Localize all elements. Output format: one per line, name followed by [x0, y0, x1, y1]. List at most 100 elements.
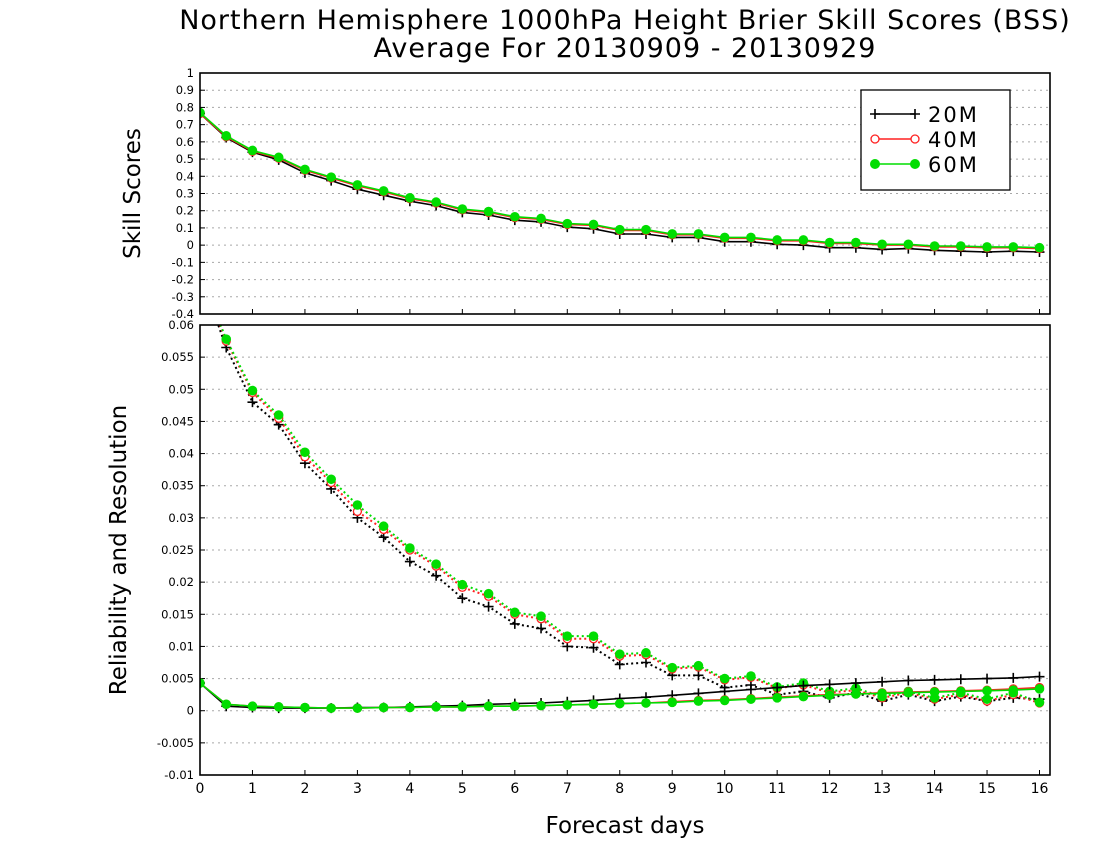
data-point	[746, 694, 756, 704]
data-point	[509, 618, 520, 629]
data-point	[483, 588, 494, 599]
y-tick-label: 0.005	[161, 672, 194, 686]
data-point	[326, 474, 336, 485]
data-point	[956, 686, 966, 697]
y-tick-label: 0.045	[161, 414, 194, 428]
data-point	[1008, 672, 1019, 683]
data-point	[378, 521, 389, 532]
data-point	[300, 164, 310, 175]
legend-box	[860, 89, 1011, 191]
y-tick-label: 0.3	[176, 187, 194, 201]
data-point	[667, 662, 678, 673]
data-point	[200, 678, 205, 688]
legend-label: 40M	[928, 128, 979, 152]
data-point	[719, 695, 730, 706]
data-point	[378, 186, 389, 196]
data-point	[745, 684, 756, 695]
legend-marker	[910, 159, 920, 169]
data-point	[562, 631, 573, 641]
data-point	[326, 703, 336, 713]
data-point	[404, 556, 415, 567]
y-tick-label: -0.01	[164, 768, 194, 782]
data-point	[510, 211, 520, 222]
data-point	[667, 697, 678, 708]
data-point	[273, 702, 284, 712]
data-point	[693, 229, 704, 239]
x-tick-label: 9	[668, 781, 677, 797]
data-point	[719, 673, 730, 684]
data-point	[614, 224, 625, 235]
data-point	[614, 659, 625, 670]
y-tick-label: 0.4	[176, 169, 194, 183]
data-point	[903, 239, 914, 250]
y-tick-label: 0.7	[176, 118, 194, 132]
data-point	[378, 702, 389, 713]
data-point	[273, 152, 284, 163]
x-tick-label: 16	[1031, 781, 1049, 797]
data-point	[247, 145, 258, 156]
data-point	[982, 673, 993, 684]
data-point	[1008, 242, 1019, 252]
y-tick-label: -0.005	[157, 736, 194, 750]
data-point	[221, 334, 232, 344]
data-point	[352, 180, 363, 190]
y-tick-label: 0	[187, 704, 194, 718]
y-tick-label: 0.04	[168, 447, 194, 461]
legend-marker	[910, 109, 920, 119]
data-point	[903, 687, 914, 698]
data-point	[562, 700, 573, 710]
series-line-60m	[219, 325, 1040, 704]
data-point	[798, 235, 809, 245]
y-axis-label: Reliability and Resolution	[106, 405, 132, 695]
legend-marker	[870, 159, 880, 169]
data-point	[693, 670, 704, 681]
data-point	[300, 702, 310, 713]
data-point	[641, 698, 651, 708]
x-tick-label: 14	[926, 781, 944, 797]
x-tick-label: 13	[873, 781, 891, 797]
x-tick-label: 10	[716, 781, 734, 797]
y-tick-label: 0.055	[161, 350, 194, 364]
data-point	[300, 447, 310, 458]
data-point	[851, 689, 861, 699]
data-point	[982, 242, 992, 252]
data-point	[326, 172, 336, 182]
x-tick-label: 7	[563, 781, 572, 797]
data-point	[457, 593, 468, 604]
x-tick-label: 2	[300, 781, 309, 797]
data-point	[431, 559, 441, 569]
y-tick-label: 0.05	[168, 382, 194, 396]
y-tick-label: -0.1	[172, 255, 194, 269]
data-point	[929, 674, 940, 685]
data-point	[431, 702, 441, 712]
data-point	[352, 500, 363, 510]
x-tick-label: 12	[821, 781, 839, 797]
data-point	[641, 648, 651, 658]
y-tick-label: 0.03	[168, 511, 194, 525]
data-point	[982, 685, 992, 696]
y-tick-label: 0.8	[176, 100, 194, 114]
data-point	[641, 224, 651, 235]
data-point	[877, 676, 888, 687]
data-point	[772, 235, 782, 245]
data-point	[955, 674, 966, 685]
series-group	[200, 325, 1045, 714]
data-point	[457, 702, 468, 712]
data-point	[483, 206, 494, 217]
y-tick-label: 0.2	[176, 204, 194, 218]
data-point	[405, 543, 415, 553]
x-tick-label: 3	[353, 781, 362, 797]
y-tick-label: 1	[187, 66, 194, 80]
chart-subtitle: Average For 20130909 - 20130929	[373, 33, 877, 64]
data-point	[667, 229, 678, 239]
chart-title: Northern Hemisphere 1000hPa Height Brier…	[179, 5, 1071, 36]
data-point	[562, 218, 573, 229]
plot-panel-2: 0.060.0550.050.0450.040.0350.030.0250.02…	[106, 318, 1051, 797]
data-point	[1034, 671, 1045, 682]
x-tick-label: 0	[196, 781, 205, 797]
data-point	[1034, 697, 1045, 708]
plot-panel-1: 1 0.9 0.8 0.7 0.6 0.5 0.4 0.3 0.2 0.1 0 -0.1 -0.2 -0.…	[120, 66, 1051, 321]
data-point	[431, 570, 442, 581]
